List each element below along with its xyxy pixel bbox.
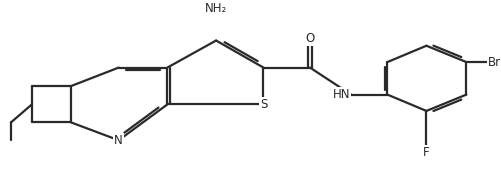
Text: NH₂: NH₂ [205, 2, 227, 15]
Text: N: N [114, 134, 123, 147]
Text: HN: HN [333, 88, 350, 101]
Text: S: S [260, 98, 267, 111]
Text: O: O [305, 32, 315, 45]
Text: Br: Br [488, 56, 501, 69]
Text: F: F [423, 146, 430, 159]
